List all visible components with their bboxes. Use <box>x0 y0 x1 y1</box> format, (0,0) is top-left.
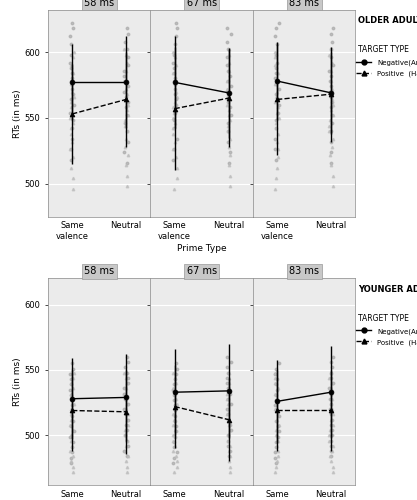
Text: TARGET TYPE: TARGET TYPE <box>358 314 409 322</box>
Y-axis label: RTs (in ms): RTs (in ms) <box>13 358 22 406</box>
Text: OLDER ADULTS: OLDER ADULTS <box>358 16 417 25</box>
Y-axis label: RTs (in ms): RTs (in ms) <box>13 89 22 138</box>
Text: YOUNGER ADULTS: YOUNGER ADULTS <box>358 284 417 294</box>
Legend: Negative(Angry), Positive  (Happy): Negative(Angry), Positive (Happy) <box>356 328 417 345</box>
Title: 58 ms: 58 ms <box>84 266 114 276</box>
Title: 83 ms: 83 ms <box>289 266 319 276</box>
Legend: Negative(Angry), Positive  (Happy): Negative(Angry), Positive (Happy) <box>356 59 417 77</box>
Title: 67 ms: 67 ms <box>186 0 217 8</box>
Title: 67 ms: 67 ms <box>186 266 217 276</box>
Title: 83 ms: 83 ms <box>289 0 319 8</box>
Text: TARGET TYPE: TARGET TYPE <box>358 45 409 54</box>
X-axis label: Prime Type: Prime Type <box>177 244 226 252</box>
Title: 58 ms: 58 ms <box>84 0 114 8</box>
